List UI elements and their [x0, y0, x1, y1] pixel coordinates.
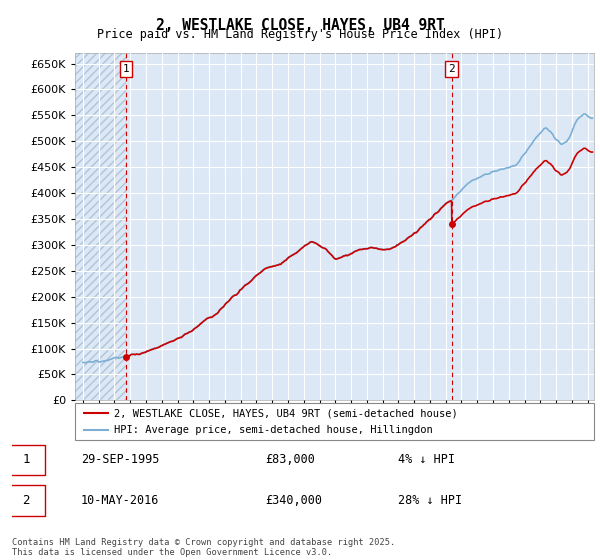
- Text: HPI: Average price, semi-detached house, Hillingdon: HPI: Average price, semi-detached house,…: [114, 425, 433, 435]
- HPI: Average price, semi-detached house, Hillingdon: (2.02e+03, 5.53e+05): Average price, semi-detached house, Hill…: [581, 110, 589, 117]
- FancyBboxPatch shape: [6, 445, 46, 475]
- Bar: [75, 53, 126, 400]
- Text: 10-MAY-2016: 10-MAY-2016: [81, 494, 160, 507]
- 2, WESTLAKE CLOSE, HAYES, UB4 9RT (semi-detached house): [484, 198, 491, 204]
- HPI: Average price, semi-detached house, Hillingdon: (2e+03, 9.28e+04): Average price, semi-detached house, Hill…: [142, 349, 149, 356]
- 2, WESTLAKE CLOSE, HAYES, UB4 9RT (semi-detached house): [589, 149, 596, 156]
- HPI: Average price, semi-detached house, Hillingdon: (2.03e+03, 5.45e+05): Average price, semi-detached house, Hill…: [589, 115, 596, 122]
- Text: 28% ↓ HPI: 28% ↓ HPI: [398, 494, 462, 507]
- HPI: Average price, semi-detached house, Hillingdon: (1.99e+03, 7.28e+04): Average price, semi-detached house, Hill…: [82, 360, 89, 366]
- Bar: [75, 53, 126, 400]
- 2, WESTLAKE CLOSE, HAYES, UB4 9RT (semi-detached house): [585, 147, 592, 154]
- 2, WESTLAKE CLOSE, HAYES, UB4 9RT (semi-detached house): [514, 189, 521, 196]
- Text: 2, WESTLAKE CLOSE, HAYES, UB4 9RT (semi-detached house): 2, WESTLAKE CLOSE, HAYES, UB4 9RT (semi-…: [114, 408, 458, 418]
- Text: Price paid vs. HM Land Registry's House Price Index (HPI): Price paid vs. HM Land Registry's House …: [97, 28, 503, 41]
- HPI: Average price, semi-detached house, Hillingdon: (2.01e+03, 3.08e+05): Average price, semi-detached house, Hill…: [401, 237, 408, 244]
- Text: Contains HM Land Registry data © Crown copyright and database right 2025.
This d: Contains HM Land Registry data © Crown c…: [12, 538, 395, 557]
- HPI: Average price, semi-detached house, Hillingdon: (1.99e+03, 7.33e+04): Average price, semi-detached house, Hill…: [79, 359, 86, 366]
- Text: 29-SEP-1995: 29-SEP-1995: [81, 453, 160, 466]
- Text: 2: 2: [448, 64, 455, 74]
- Text: 2: 2: [22, 494, 29, 507]
- 2, WESTLAKE CLOSE, HAYES, UB4 9RT (semi-detached house): [501, 193, 508, 200]
- 2, WESTLAKE CLOSE, HAYES, UB4 9RT (semi-detached house): [581, 145, 589, 152]
- Line: 2, WESTLAKE CLOSE, HAYES, UB4 9RT (semi-detached house): 2, WESTLAKE CLOSE, HAYES, UB4 9RT (semi-…: [452, 148, 592, 224]
- Text: £83,000: £83,000: [265, 453, 316, 466]
- FancyBboxPatch shape: [75, 403, 594, 440]
- Text: 1: 1: [123, 64, 130, 74]
- HPI: Average price, semi-detached house, Hillingdon: (2.02e+03, 3.87e+05): Average price, semi-detached house, Hill…: [448, 197, 455, 203]
- Line: HPI: Average price, semi-detached house, Hillingdon: HPI: Average price, semi-detached house,…: [83, 114, 592, 363]
- HPI: Average price, semi-detached house, Hillingdon: (2.01e+03, 2.71e+05): Average price, semi-detached house, Hill…: [283, 256, 290, 263]
- FancyBboxPatch shape: [6, 486, 46, 516]
- 2, WESTLAKE CLOSE, HAYES, UB4 9RT (semi-detached house): [530, 169, 537, 175]
- 2, WESTLAKE CLOSE, HAYES, UB4 9RT (semi-detached house): [448, 221, 455, 227]
- HPI: Average price, semi-detached house, Hillingdon: (2e+03, 2.29e+05): Average price, semi-detached house, Hill…: [247, 278, 254, 285]
- Text: 4% ↓ HPI: 4% ↓ HPI: [398, 453, 455, 466]
- Text: 1: 1: [22, 453, 29, 466]
- 2, WESTLAKE CLOSE, HAYES, UB4 9RT (semi-detached house): [480, 199, 487, 206]
- HPI: Average price, semi-detached house, Hillingdon: (2.02e+03, 3.92e+05): Average price, semi-detached house, Hill…: [451, 194, 458, 200]
- Text: £340,000: £340,000: [265, 494, 322, 507]
- Text: 2, WESTLAKE CLOSE, HAYES, UB4 9RT: 2, WESTLAKE CLOSE, HAYES, UB4 9RT: [155, 18, 445, 33]
